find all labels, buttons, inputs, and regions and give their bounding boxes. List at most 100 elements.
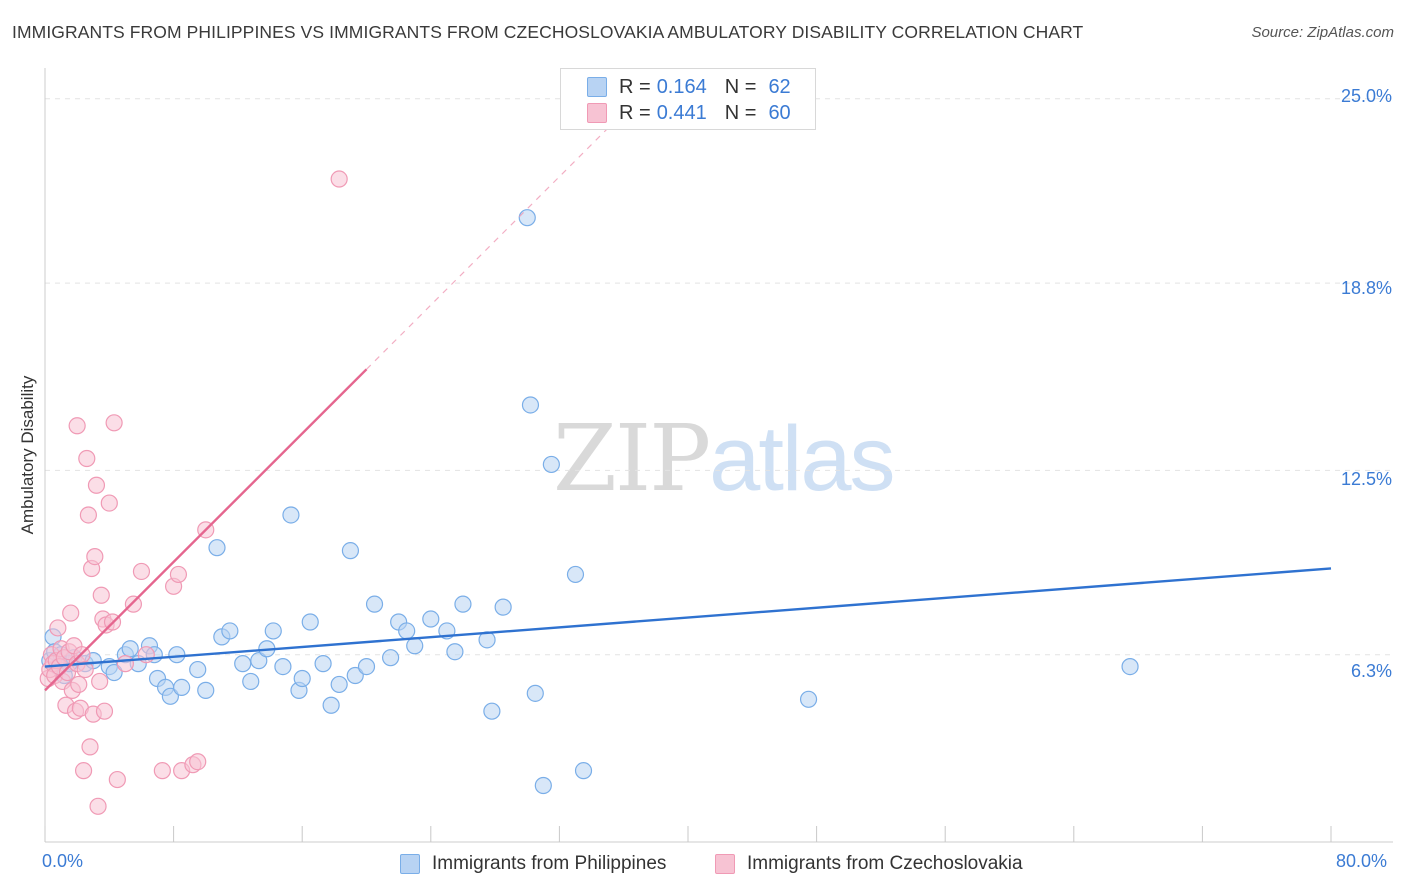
point-czechoslovakia bbox=[189, 753, 207, 771]
bottom-legend-label: Immigrants from Czechoslovakia bbox=[747, 853, 1023, 874]
point-czechoslovakia bbox=[79, 506, 98, 524]
y-axis-label: Ambulatory Disability bbox=[18, 375, 37, 535]
point-czechoslovakia bbox=[153, 762, 171, 780]
point-czechoslovakia bbox=[100, 494, 118, 512]
point-czechoslovakia bbox=[81, 738, 99, 756]
stats-legend-row-czechoslovakia: R = 0.441 N = 60 bbox=[587, 100, 791, 126]
watermark-atlas: atlas bbox=[709, 408, 895, 510]
y-tick-label-6-3: 6.3% bbox=[1350, 661, 1392, 681]
point-philippines bbox=[234, 655, 252, 673]
point-philippines bbox=[105, 663, 123, 682]
point-czechoslovakia bbox=[116, 655, 134, 673]
point-czechoslovakia bbox=[132, 562, 151, 581]
watermark: ZIPatlas bbox=[553, 405, 896, 512]
bottom-legend-czechoslovakia: Immigrants from Czechoslovakia bbox=[715, 851, 1023, 877]
point-philippines bbox=[341, 542, 360, 560]
point-philippines bbox=[534, 776, 552, 795]
point-philippines bbox=[322, 696, 340, 714]
legend-n-label: N = bbox=[724, 75, 757, 98]
point-philippines bbox=[197, 681, 215, 699]
bottom-legend-swatch-blue bbox=[400, 854, 420, 874]
point-czechoslovakia bbox=[62, 604, 80, 622]
point-philippines bbox=[357, 657, 376, 676]
point-philippines bbox=[542, 455, 560, 474]
point-philippines bbox=[121, 640, 139, 658]
point-philippines bbox=[526, 684, 544, 702]
point-philippines bbox=[221, 622, 239, 640]
point-czechoslovakia bbox=[49, 619, 67, 637]
point-czechoslovakia bbox=[76, 660, 94, 679]
point-philippines bbox=[274, 657, 292, 676]
legend-n-value: 62 bbox=[768, 75, 791, 98]
point-czechoslovakia bbox=[87, 476, 106, 494]
point-philippines bbox=[173, 678, 191, 697]
point-czechoslovakia bbox=[105, 414, 123, 432]
point-philippines bbox=[494, 598, 512, 616]
point-philippines bbox=[346, 666, 364, 685]
legend-r-value: 0.441 bbox=[656, 101, 707, 124]
point-czechoslovakia bbox=[95, 702, 114, 720]
stats-legend-row-philippines: R = 0.164 N = 62 bbox=[587, 74, 791, 100]
point-philippines bbox=[574, 762, 593, 780]
point-czechoslovakia bbox=[68, 417, 86, 435]
point-philippines bbox=[189, 660, 207, 679]
point-philippines bbox=[422, 610, 440, 628]
chart-title: IMMIGRANTS FROM PHILIPPINES VS IMMIGRANT… bbox=[12, 22, 1084, 42]
point-philippines bbox=[293, 669, 311, 688]
point-philippines bbox=[1121, 657, 1139, 676]
point-philippines bbox=[446, 643, 464, 661]
point-philippines bbox=[242, 672, 260, 691]
legend-n-value: 60 bbox=[768, 101, 791, 124]
point-philippines bbox=[566, 565, 585, 584]
point-philippines bbox=[382, 649, 400, 667]
y-tick-label-12-5: 12.5% bbox=[1340, 469, 1392, 489]
point-czechoslovakia bbox=[330, 170, 348, 188]
trend-line-czechoslovakia bbox=[44, 368, 368, 692]
watermark-zip: ZIP bbox=[553, 405, 711, 512]
point-czechoslovakia bbox=[89, 797, 107, 815]
x-tick-label-min: 0.0% bbox=[42, 851, 84, 871]
x-tick-label-max: 80.0% bbox=[1336, 851, 1388, 871]
point-philippines bbox=[301, 613, 319, 631]
point-philippines bbox=[518, 209, 536, 227]
point-philippines bbox=[398, 622, 416, 640]
point-czechoslovakia bbox=[91, 672, 109, 691]
point-philippines bbox=[406, 637, 424, 655]
point-philippines bbox=[521, 396, 540, 414]
point-czechoslovakia bbox=[70, 675, 88, 694]
bottom-legend-label: Immigrants from Philippines bbox=[432, 853, 667, 874]
point-czechoslovakia bbox=[169, 565, 188, 584]
point-philippines bbox=[250, 652, 268, 670]
legend-swatch-pink bbox=[587, 103, 607, 123]
point-philippines bbox=[161, 687, 179, 705]
point-czechoslovakia bbox=[86, 547, 104, 566]
bottom-legend-swatch-pink bbox=[715, 854, 735, 874]
point-philippines bbox=[330, 675, 348, 694]
point-czechoslovakia bbox=[78, 449, 96, 468]
point-philippines bbox=[314, 655, 332, 673]
point-philippines bbox=[208, 539, 226, 557]
stats-legend: R = 0.164 N = 62 R = 0.441 N = 60 bbox=[560, 68, 816, 130]
legend-swatch-blue bbox=[587, 77, 607, 97]
point-philippines bbox=[483, 702, 501, 720]
y-tick-label-18-8: 18.8% bbox=[1340, 278, 1392, 298]
y-tick-label-25: 25.0% bbox=[1340, 86, 1392, 106]
trend-line-extension-czechoslovakia bbox=[366, 128, 609, 370]
point-czechoslovakia bbox=[124, 595, 143, 613]
legend-r-label: R = bbox=[619, 75, 651, 98]
point-philippines bbox=[264, 622, 282, 640]
point-philippines bbox=[365, 595, 384, 613]
legend-r-value: 0.164 bbox=[656, 75, 707, 98]
trend-line-philippines bbox=[44, 567, 1332, 668]
point-czechoslovakia bbox=[74, 762, 93, 780]
point-philippines bbox=[799, 690, 818, 708]
point-philippines bbox=[168, 646, 186, 664]
legend-r-label: R = bbox=[619, 101, 651, 124]
bottom-legend-philippines: Immigrants from Philippines bbox=[400, 851, 666, 877]
point-czechoslovakia bbox=[92, 586, 110, 604]
source-label: Source: ZipAtlas.com bbox=[1251, 24, 1394, 41]
legend-n-label: N = bbox=[724, 101, 757, 124]
point-philippines bbox=[282, 506, 300, 524]
point-philippines bbox=[454, 595, 472, 613]
